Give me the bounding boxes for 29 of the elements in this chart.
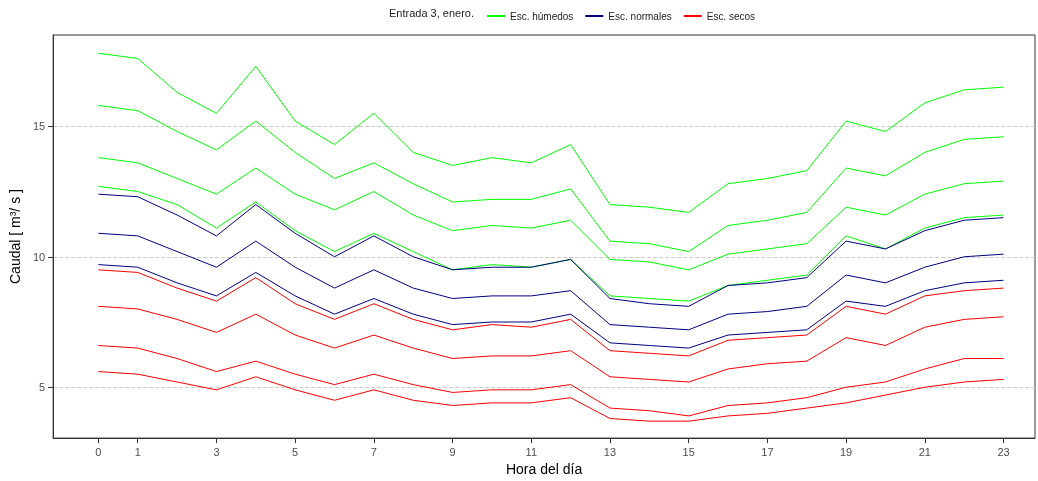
- line-series: [97, 305, 1005, 383]
- legend-label: Esc. secos: [706, 10, 756, 22]
- x-tick-label: 19: [839, 445, 853, 458]
- line-series: [97, 157, 1005, 271]
- x-tick-label: 11: [525, 445, 537, 458]
- line-series: [97, 371, 1005, 422]
- x-tick-label: 13: [603, 445, 617, 458]
- x-tick-label: 5: [292, 445, 299, 458]
- line-series: [97, 52, 1005, 213]
- legend-title: Entrada 3, enero.: [389, 6, 475, 19]
- x-tick-label: 21: [918, 445, 931, 458]
- x-tick-label: 15: [682, 445, 695, 458]
- x-tick-label: 17: [761, 445, 774, 458]
- line-series: [97, 232, 1005, 331]
- x-tick-label: 23: [997, 445, 1010, 458]
- y-axis-title: Caudal [ m³/ s ]: [7, 189, 23, 285]
- line-series: [97, 104, 1005, 253]
- x-tick-label: 3: [213, 445, 220, 458]
- x-tick-label: 0: [95, 445, 102, 458]
- y-tick-label: 15: [32, 120, 46, 133]
- x-tick-label: 9: [449, 445, 456, 458]
- y-tick-label: 10: [32, 250, 46, 263]
- legend-label: Esc. húmedos: [510, 10, 574, 22]
- x-tick-label: 7: [370, 445, 377, 458]
- legend-label: Esc. normales: [608, 10, 672, 22]
- x-axis-title: Hora del día: [505, 461, 583, 477]
- line-series: [97, 344, 1005, 417]
- y-tick-label: 5: [39, 381, 46, 394]
- x-tick-label: 1: [134, 445, 141, 458]
